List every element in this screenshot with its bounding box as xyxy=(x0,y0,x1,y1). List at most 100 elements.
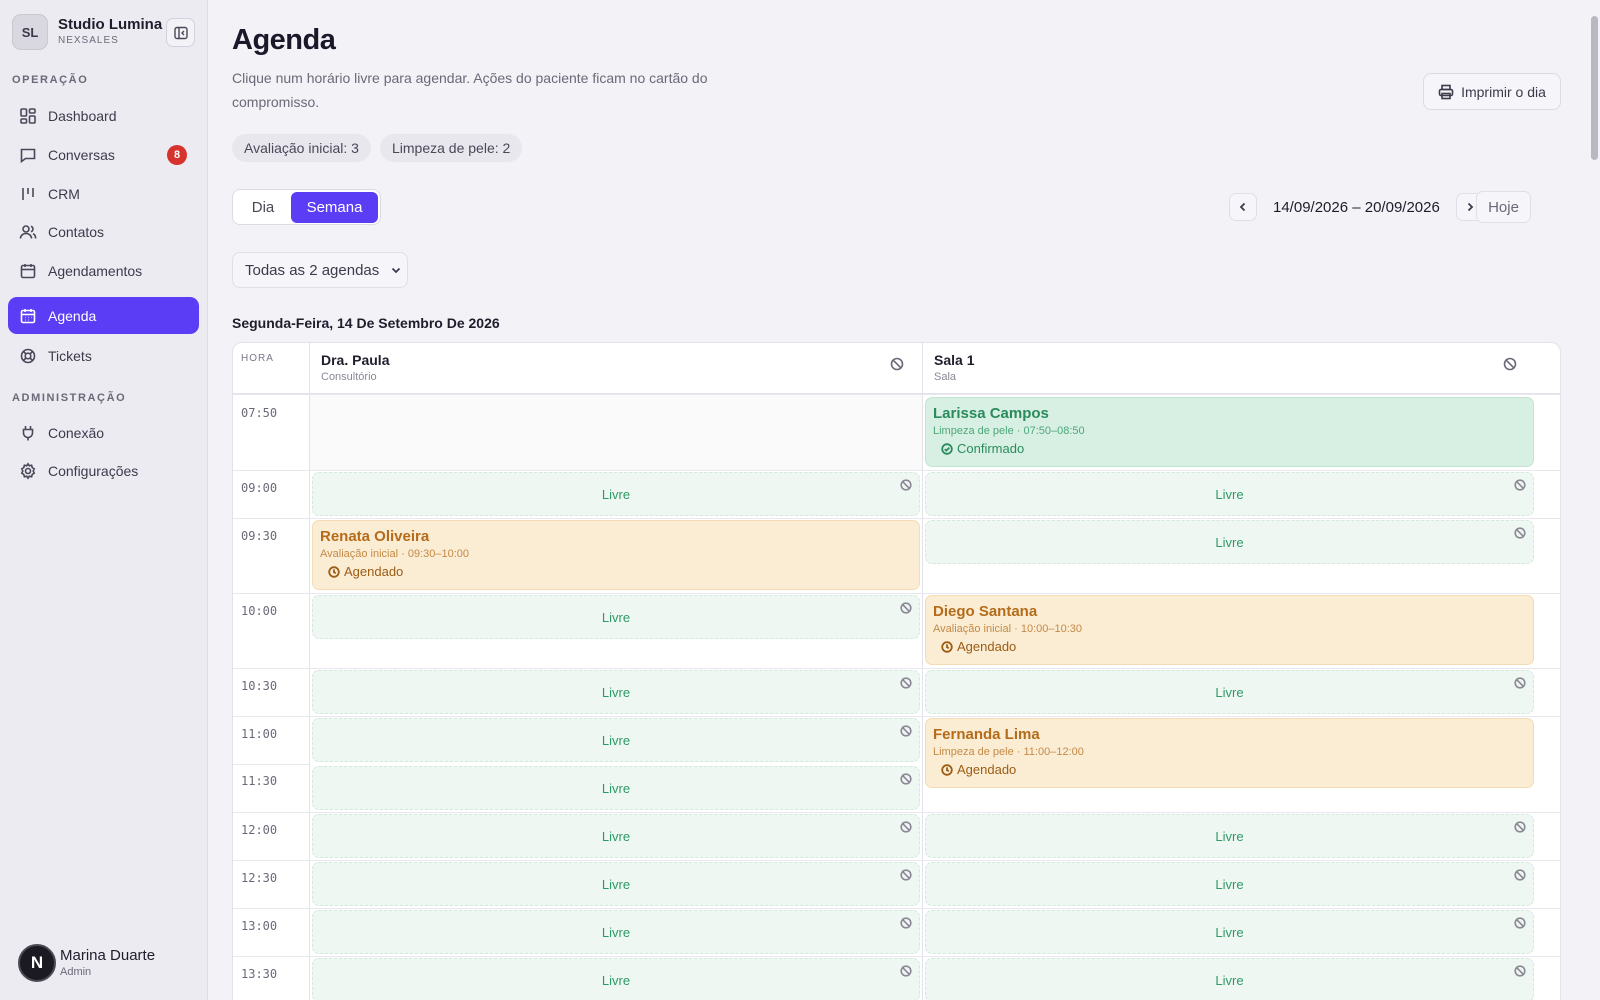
block-slot-icon[interactable] xyxy=(1514,869,1528,883)
time-row: 10:00 xyxy=(233,593,1560,668)
free-slot[interactable]: Livre xyxy=(312,814,920,858)
page-title: Agenda xyxy=(232,24,336,56)
sidebar-item-contatos[interactable]: Contatos xyxy=(8,213,199,250)
column-type: Consultório xyxy=(321,371,377,383)
appointment-card[interactable]: Diego Santana Avaliação inicial · 10:00–… xyxy=(925,595,1534,665)
appointment-card[interactable]: Renata Oliveira Avaliação inicial · 09:3… xyxy=(312,520,920,590)
block-slot-icon[interactable] xyxy=(900,479,914,493)
free-label: Livre xyxy=(1215,684,1244,700)
block-slot-icon[interactable] xyxy=(900,869,914,883)
check-circle-icon xyxy=(941,442,953,455)
today-button[interactable]: Hoje xyxy=(1476,191,1531,223)
plug-icon xyxy=(22,425,34,440)
column-divider xyxy=(309,343,310,1000)
block-slot-icon[interactable] xyxy=(900,602,914,616)
sidebar-item-crm[interactable]: CRM xyxy=(8,175,199,212)
free-slot[interactable]: Livre xyxy=(312,595,920,639)
clock-icon xyxy=(328,565,340,578)
chat-icon xyxy=(20,148,36,163)
time-row: 12:30 xyxy=(233,860,1560,908)
collapse-sidebar-button[interactable] xyxy=(166,18,195,47)
previous-week-button[interactable] xyxy=(1229,193,1257,221)
free-slot[interactable]: Livre xyxy=(925,670,1534,714)
sidebar-item-tickets[interactable]: Tickets xyxy=(8,337,199,374)
block-slot-icon[interactable] xyxy=(900,965,914,979)
time-label: 11:00 xyxy=(241,727,278,741)
block-slot-icon[interactable] xyxy=(1514,821,1528,835)
brand[interactable]: SL Studio Lumina NEXSALES xyxy=(12,14,162,50)
empty-slot[interactable] xyxy=(310,395,922,470)
free-slot[interactable]: Livre xyxy=(312,766,920,810)
free-slot[interactable]: Livre xyxy=(312,718,920,762)
page-scrollbar[interactable] xyxy=(1588,0,1600,1000)
view-day-button[interactable]: Dia xyxy=(251,198,275,216)
column-name: Dra. Paula xyxy=(321,352,390,368)
free-slot[interactable]: Livre xyxy=(925,814,1534,858)
user-name: Marina Duarte xyxy=(60,946,156,964)
free-slot[interactable]: Livre xyxy=(925,958,1534,1000)
block-slot-icon[interactable] xyxy=(1514,479,1528,493)
appointment-card[interactable]: Larissa Campos Limpeza de pele · 07:50–0… xyxy=(925,397,1534,467)
free-slot[interactable]: Livre xyxy=(925,862,1534,906)
status-badge: Agendado xyxy=(941,639,1526,654)
free-slot[interactable]: Livre xyxy=(312,958,920,1000)
view-week-button[interactable]: Semana xyxy=(291,191,378,223)
sidebar-item-label: Conversas xyxy=(48,146,115,163)
free-label: Livre xyxy=(1215,486,1244,502)
gear-icon xyxy=(20,461,36,480)
free-label: Livre xyxy=(1215,924,1244,940)
patient-name: Larissa Campos xyxy=(933,405,1049,422)
unread-badge: 8 xyxy=(167,145,187,165)
block-slot-icon[interactable] xyxy=(900,725,914,739)
section-operacao: OPERAÇÃO xyxy=(12,74,89,86)
view-toggle: Dia Semana xyxy=(232,189,381,225)
column-header-sala-1: Sala 1 Sala xyxy=(922,343,1560,394)
free-label: Livre xyxy=(601,609,631,625)
chevron-left-icon xyxy=(1239,202,1246,212)
calendar-filter-select[interactable]: Todas as 2 agendas xyxy=(232,252,408,288)
free-slot[interactable]: Livre xyxy=(925,520,1534,564)
free-label: Livre xyxy=(601,924,631,940)
column-type: Sala xyxy=(934,371,957,383)
sidebar-item-dashboard[interactable]: Dashboard xyxy=(8,97,199,134)
appointment-detail: Avaliação inicial · 10:00–10:30 xyxy=(933,623,1083,635)
patient-name: Diego Santana xyxy=(933,603,1038,620)
sidebar-item-agenda[interactable]: Agenda xyxy=(8,297,199,334)
sidebar-item-agendamentos[interactable]: Agendamentos xyxy=(8,252,199,289)
free-slot[interactable]: Livre xyxy=(925,472,1534,516)
time-label: 13:30 xyxy=(241,967,278,981)
date-range: 14/09/2026 – 20/09/2026 xyxy=(1273,198,1440,216)
block-slot-icon[interactable] xyxy=(1514,677,1528,691)
free-slot[interactable]: Livre xyxy=(312,862,920,906)
sidebar-item-label: Tickets xyxy=(48,347,92,364)
block-slot-icon[interactable] xyxy=(900,821,914,835)
block-column-button[interactable] xyxy=(890,357,904,371)
time-row: 11:30 xyxy=(233,764,1560,812)
sidebar-item-configuracoes[interactable]: Configurações xyxy=(8,452,199,489)
chevron-down-icon xyxy=(392,267,401,274)
time-label: 07:50 xyxy=(241,406,278,420)
free-slot[interactable]: Livre xyxy=(312,472,920,516)
sidebar-item-conexao[interactable]: Conexão xyxy=(8,414,199,451)
free-slot[interactable]: Livre xyxy=(312,910,920,954)
block-column-button[interactable] xyxy=(1503,357,1517,371)
block-slot-icon[interactable] xyxy=(900,773,914,787)
time-row: 09:30 xyxy=(233,518,1560,593)
free-slot[interactable]: Livre xyxy=(925,910,1534,954)
free-label: Livre xyxy=(601,828,631,844)
row-divider xyxy=(233,764,309,765)
block-slot-icon[interactable] xyxy=(900,677,914,691)
user-profile[interactable]: N Marina Duarte Admin xyxy=(18,944,155,982)
free-label: Livre xyxy=(601,876,631,892)
appointment-detail: Avaliação inicial · 09:30–10:00 xyxy=(320,548,470,560)
block-slot-icon[interactable] xyxy=(1514,965,1528,979)
block-slot-icon[interactable] xyxy=(1514,527,1528,541)
block-slot-icon[interactable] xyxy=(1514,917,1528,931)
free-slot[interactable]: Livre xyxy=(312,670,920,714)
appointment-card[interactable]: Fernanda Lima Limpeza de pele · 11:00–12… xyxy=(925,718,1534,788)
free-label: Livre xyxy=(601,780,631,796)
scrollbar-thumb[interactable] xyxy=(1591,16,1598,160)
sidebar-item-conversas[interactable]: Conversas 8 xyxy=(8,136,199,173)
print-day-button[interactable]: Imprimir o dia xyxy=(1423,73,1561,110)
block-slot-icon[interactable] xyxy=(900,917,914,931)
